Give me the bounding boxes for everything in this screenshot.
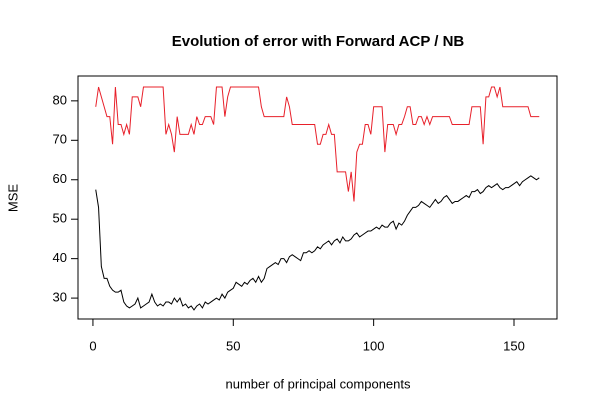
x-tick-label: 100 bbox=[363, 338, 385, 353]
y-tick-label: 60 bbox=[53, 171, 67, 186]
series-line bbox=[95, 175, 540, 311]
x-tick-label: 0 bbox=[89, 338, 96, 353]
x-axis-label: number of principal components bbox=[226, 376, 411, 391]
y-tick-label: 50 bbox=[53, 211, 67, 226]
x-tick-label: 50 bbox=[226, 338, 240, 353]
y-tick-label: 40 bbox=[53, 250, 67, 265]
chart-title: Evolution of error with Forward ACP / NB bbox=[172, 33, 465, 50]
y-tick-label: 80 bbox=[53, 92, 67, 107]
y-tick-label: 30 bbox=[53, 290, 67, 305]
y-tick-label: 70 bbox=[53, 132, 67, 147]
y-axis-label: MSE bbox=[5, 184, 20, 213]
series-line bbox=[95, 86, 540, 202]
x-tick-label: 150 bbox=[503, 338, 525, 353]
